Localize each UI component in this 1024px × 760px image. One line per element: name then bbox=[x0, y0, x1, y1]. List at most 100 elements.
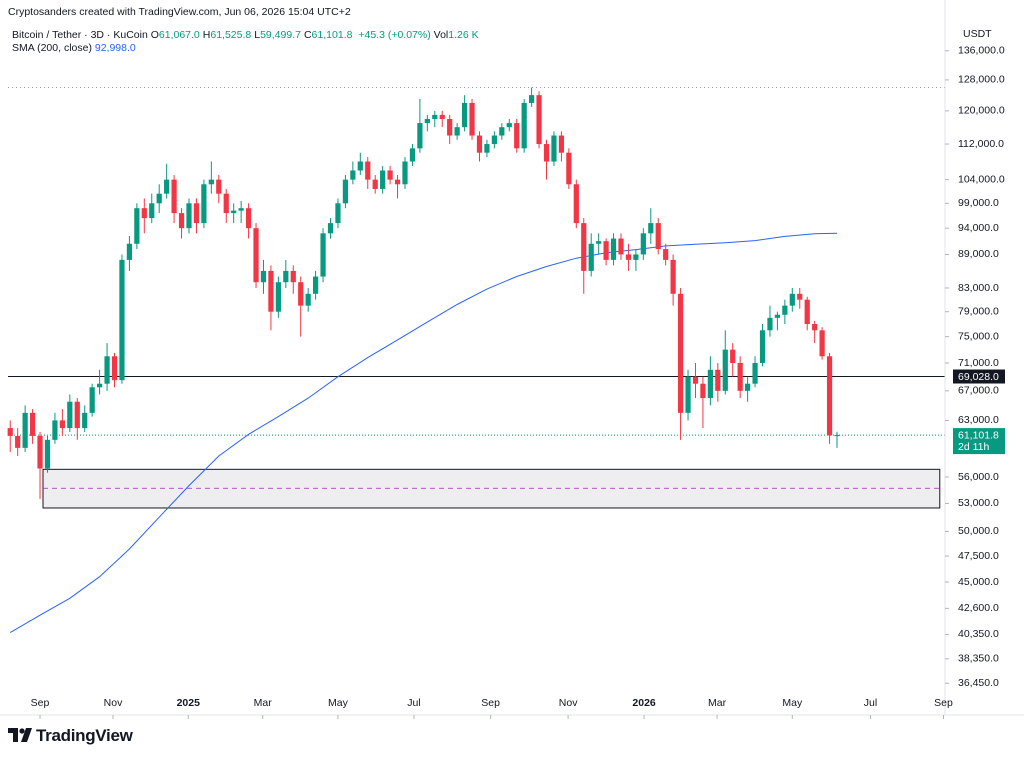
candle-body bbox=[417, 123, 423, 149]
candle-body bbox=[394, 179, 401, 185]
candle-body bbox=[52, 420, 58, 440]
x-tick-label: Sep bbox=[481, 697, 500, 709]
legend-symbol: Bitcoin / Tether · 3D · KuCoin O61,067.0… bbox=[12, 29, 479, 41]
candle-body bbox=[745, 383, 751, 391]
y-tick-label: 83,000.0 bbox=[958, 282, 999, 294]
currency-label: USDT bbox=[963, 28, 992, 40]
y-tick-label: 45,000.0 bbox=[958, 576, 999, 588]
y-tick-label: 67,000.0 bbox=[958, 385, 999, 397]
header: Cryptosanders created with TradingView.c… bbox=[8, 6, 351, 18]
x-tick-label: 2025 bbox=[177, 697, 201, 709]
candle-body bbox=[499, 127, 505, 136]
legend-sma: SMA (200, close) 92,998.0 bbox=[12, 42, 136, 54]
candle-body bbox=[208, 179, 214, 185]
candle-body bbox=[655, 223, 661, 250]
candle-body bbox=[372, 179, 378, 189]
candle-body bbox=[201, 184, 207, 224]
candle-body bbox=[67, 401, 73, 429]
candle-body bbox=[59, 420, 65, 429]
y-tick-label: 36,450.0 bbox=[958, 677, 999, 689]
candle-body bbox=[342, 179, 349, 204]
y-tick-label: 79,000.0 bbox=[958, 305, 999, 317]
field-value: 61,067.0 bbox=[158, 29, 200, 41]
candle-body bbox=[819, 330, 825, 357]
candle-body bbox=[715, 369, 721, 391]
symbol: Bitcoin / Tether · 3D · KuCoin bbox=[12, 29, 148, 41]
candle-body bbox=[164, 179, 170, 194]
candle-body bbox=[409, 148, 416, 162]
candle-body bbox=[320, 233, 326, 277]
candle-body bbox=[119, 259, 125, 381]
change: +45.3 (+0.07%) bbox=[358, 29, 431, 41]
candle-body bbox=[216, 179, 222, 194]
candle-body bbox=[834, 435, 840, 437]
candle-body bbox=[603, 241, 609, 260]
candle-body bbox=[752, 362, 758, 384]
candle-body bbox=[104, 356, 110, 384]
candle-body bbox=[625, 254, 632, 260]
candle-body bbox=[15, 435, 21, 448]
candle-body bbox=[670, 259, 676, 294]
y-tick-label: 53,000.0 bbox=[958, 497, 999, 509]
last-label: 61,101.8 bbox=[958, 429, 999, 441]
candle-body bbox=[260, 270, 267, 283]
candle-body bbox=[327, 223, 334, 234]
candle-body bbox=[596, 241, 602, 244]
y-tick-label: 104,000.0 bbox=[958, 173, 1005, 185]
candle-body bbox=[663, 249, 669, 260]
candle-body bbox=[566, 152, 572, 185]
candle-body bbox=[826, 356, 833, 436]
candle-body bbox=[290, 270, 296, 283]
sma-line bbox=[9, 232, 838, 634]
candle-body bbox=[573, 184, 579, 224]
candle-body bbox=[469, 102, 475, 136]
candle-body bbox=[558, 135, 565, 153]
candle-body bbox=[268, 270, 274, 312]
candle-body bbox=[648, 223, 654, 234]
candle-body bbox=[126, 243, 133, 260]
sma-name: SMA (200, close) bbox=[12, 42, 92, 54]
candle-body bbox=[193, 203, 200, 224]
candle-body bbox=[111, 356, 118, 381]
candle-body bbox=[447, 118, 453, 136]
candle-body bbox=[89, 387, 95, 413]
candle-body bbox=[238, 208, 244, 211]
x-tick-label: Jul bbox=[864, 697, 877, 709]
y-tick-label: 94,000.0 bbox=[958, 222, 999, 234]
field-value: 59,499.7 bbox=[260, 29, 301, 41]
candle-body bbox=[707, 369, 713, 399]
candle-body bbox=[685, 376, 691, 413]
y-tick-label: 40,350.0 bbox=[958, 628, 999, 640]
candle-body bbox=[134, 208, 140, 244]
x-tick-label: Nov bbox=[104, 697, 123, 709]
candle-body bbox=[759, 330, 766, 363]
candle-body bbox=[551, 135, 557, 162]
candle-body bbox=[97, 383, 103, 388]
ohlc-fields: O61,067.0 H61,525.8 L59,499.7 C61,101.8 bbox=[151, 29, 356, 41]
x-tick-label: Jul bbox=[407, 697, 420, 709]
y-tick-label: 50,000.0 bbox=[958, 525, 999, 537]
candle-body bbox=[461, 102, 468, 128]
candle-body bbox=[722, 349, 728, 391]
candle-body bbox=[313, 276, 319, 294]
candle-body bbox=[782, 305, 788, 315]
candle-body bbox=[223, 193, 229, 214]
candle-body bbox=[365, 161, 371, 180]
candle-body bbox=[245, 208, 252, 229]
candle-body bbox=[610, 238, 617, 260]
x-tick-label: 2026 bbox=[632, 697, 656, 709]
candle-body bbox=[700, 383, 706, 399]
brand-logo: TradingView bbox=[8, 726, 133, 746]
y-tick-label: 89,000.0 bbox=[958, 248, 999, 260]
candle-body bbox=[335, 203, 341, 224]
x-tick-label: Mar bbox=[708, 697, 727, 709]
field-key: O bbox=[150, 29, 159, 41]
y-tick-label: 128,000.0 bbox=[958, 74, 1005, 86]
support-zone bbox=[42, 468, 941, 509]
candle-body bbox=[536, 95, 542, 145]
field-key: C bbox=[303, 29, 312, 41]
candle-body bbox=[774, 314, 781, 318]
candle-body bbox=[402, 161, 408, 185]
candle-body bbox=[7, 428, 13, 436]
last-label-box bbox=[953, 428, 1005, 455]
